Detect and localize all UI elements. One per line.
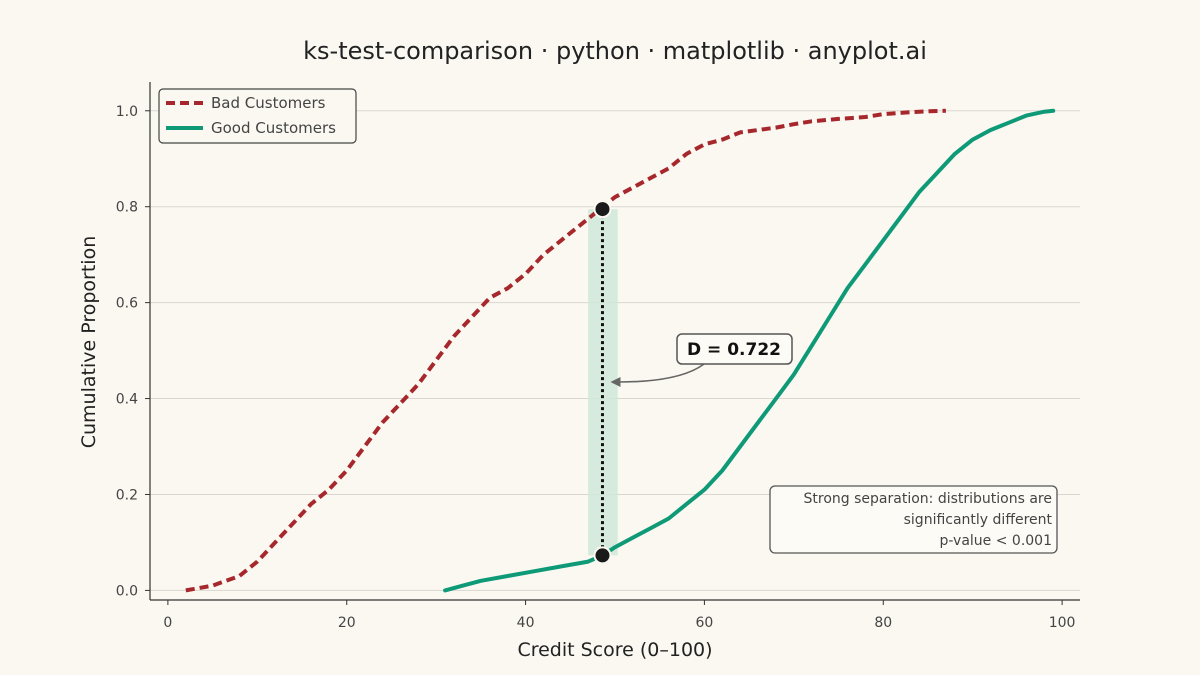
y-tick-label-3: 0.6 xyxy=(116,296,138,312)
x-tick-label-2: 40 xyxy=(517,615,535,631)
ks-arrowhead xyxy=(610,377,621,387)
series-layer xyxy=(185,108,1056,593)
y-tick-label-1: 0.2 xyxy=(116,487,138,503)
y-ticks: 0.0 0.2 0.4 0.6 0.8 1.0 xyxy=(116,104,150,599)
ks-marker-bottom xyxy=(593,546,612,565)
ks-arrow xyxy=(618,363,705,383)
x-tick-label-3: 60 xyxy=(696,615,714,631)
legend: Bad Customers Good Customers xyxy=(158,88,357,144)
annotation-line-1: Strong separation: distributions are xyxy=(804,491,1052,507)
legend-label-good-customers: Good Customers xyxy=(211,119,336,137)
x-tick-label-0: 0 xyxy=(163,615,172,631)
x-tick-label-5: 100 xyxy=(1049,615,1076,631)
x-tick-label-4: 80 xyxy=(874,615,892,631)
y-axis-label: Cumulative Proportion xyxy=(78,236,100,449)
ks-label-text: D = 0.722 xyxy=(687,340,781,360)
legend-label-bad-customers: Bad Customers xyxy=(211,94,326,112)
annotation-frame xyxy=(769,485,1058,554)
y-tick-label-2: 0.4 xyxy=(116,392,138,408)
ks-label-box xyxy=(676,333,793,365)
y-tick-label-0: 0.0 xyxy=(116,583,138,599)
x-tick-label-1: 20 xyxy=(338,615,356,631)
x-axis-label: Credit Score (0–100) xyxy=(517,639,712,661)
axes xyxy=(149,82,1080,601)
ks-layer xyxy=(593,200,612,565)
series-line-bad-customers xyxy=(185,108,946,593)
annotation-box: Strong separation: distributions are sig… xyxy=(769,485,1058,554)
ks-statistic-label: D = 0.722 xyxy=(610,333,793,387)
legend-box xyxy=(158,88,357,144)
y-tick-label-5: 1.0 xyxy=(116,104,138,120)
y-tick-label-4: 0.8 xyxy=(116,200,138,216)
annotation-line-2: significantly different xyxy=(904,512,1053,528)
series-line-good-customers xyxy=(443,108,1056,593)
chart-title: ks-test-comparison · python · matplotlib… xyxy=(303,37,927,65)
x-ticks: 0 20 40 60 80 100 xyxy=(163,600,1075,631)
annotation-line-3: p-value < 0.001 xyxy=(939,533,1052,549)
ks-marker-top xyxy=(593,200,612,219)
